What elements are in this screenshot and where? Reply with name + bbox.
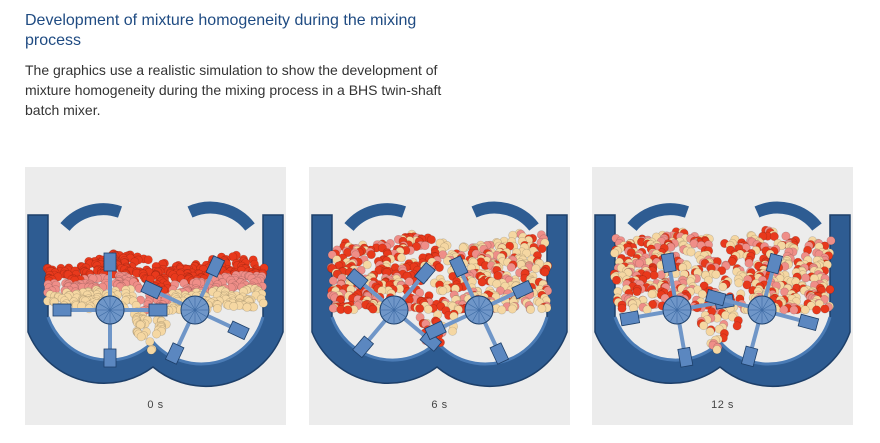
mixer-panel-12s: 12 s xyxy=(592,167,853,425)
mixer-simulation-image xyxy=(594,201,851,387)
time-caption: 12 s xyxy=(711,399,734,411)
time-caption: 0 s xyxy=(147,399,164,411)
page-description: The graphics use a realistic simulation … xyxy=(25,62,442,118)
mixer-simulation-image xyxy=(311,201,568,387)
time-caption: 6 s xyxy=(431,399,448,411)
page-title: Development of mixture homogeneity durin… xyxy=(25,12,417,49)
mixer-simulation-image xyxy=(27,201,284,387)
mixer-panel-6s: 6 s xyxy=(309,167,570,425)
mixer-panel-0s: 0 s xyxy=(25,167,286,425)
